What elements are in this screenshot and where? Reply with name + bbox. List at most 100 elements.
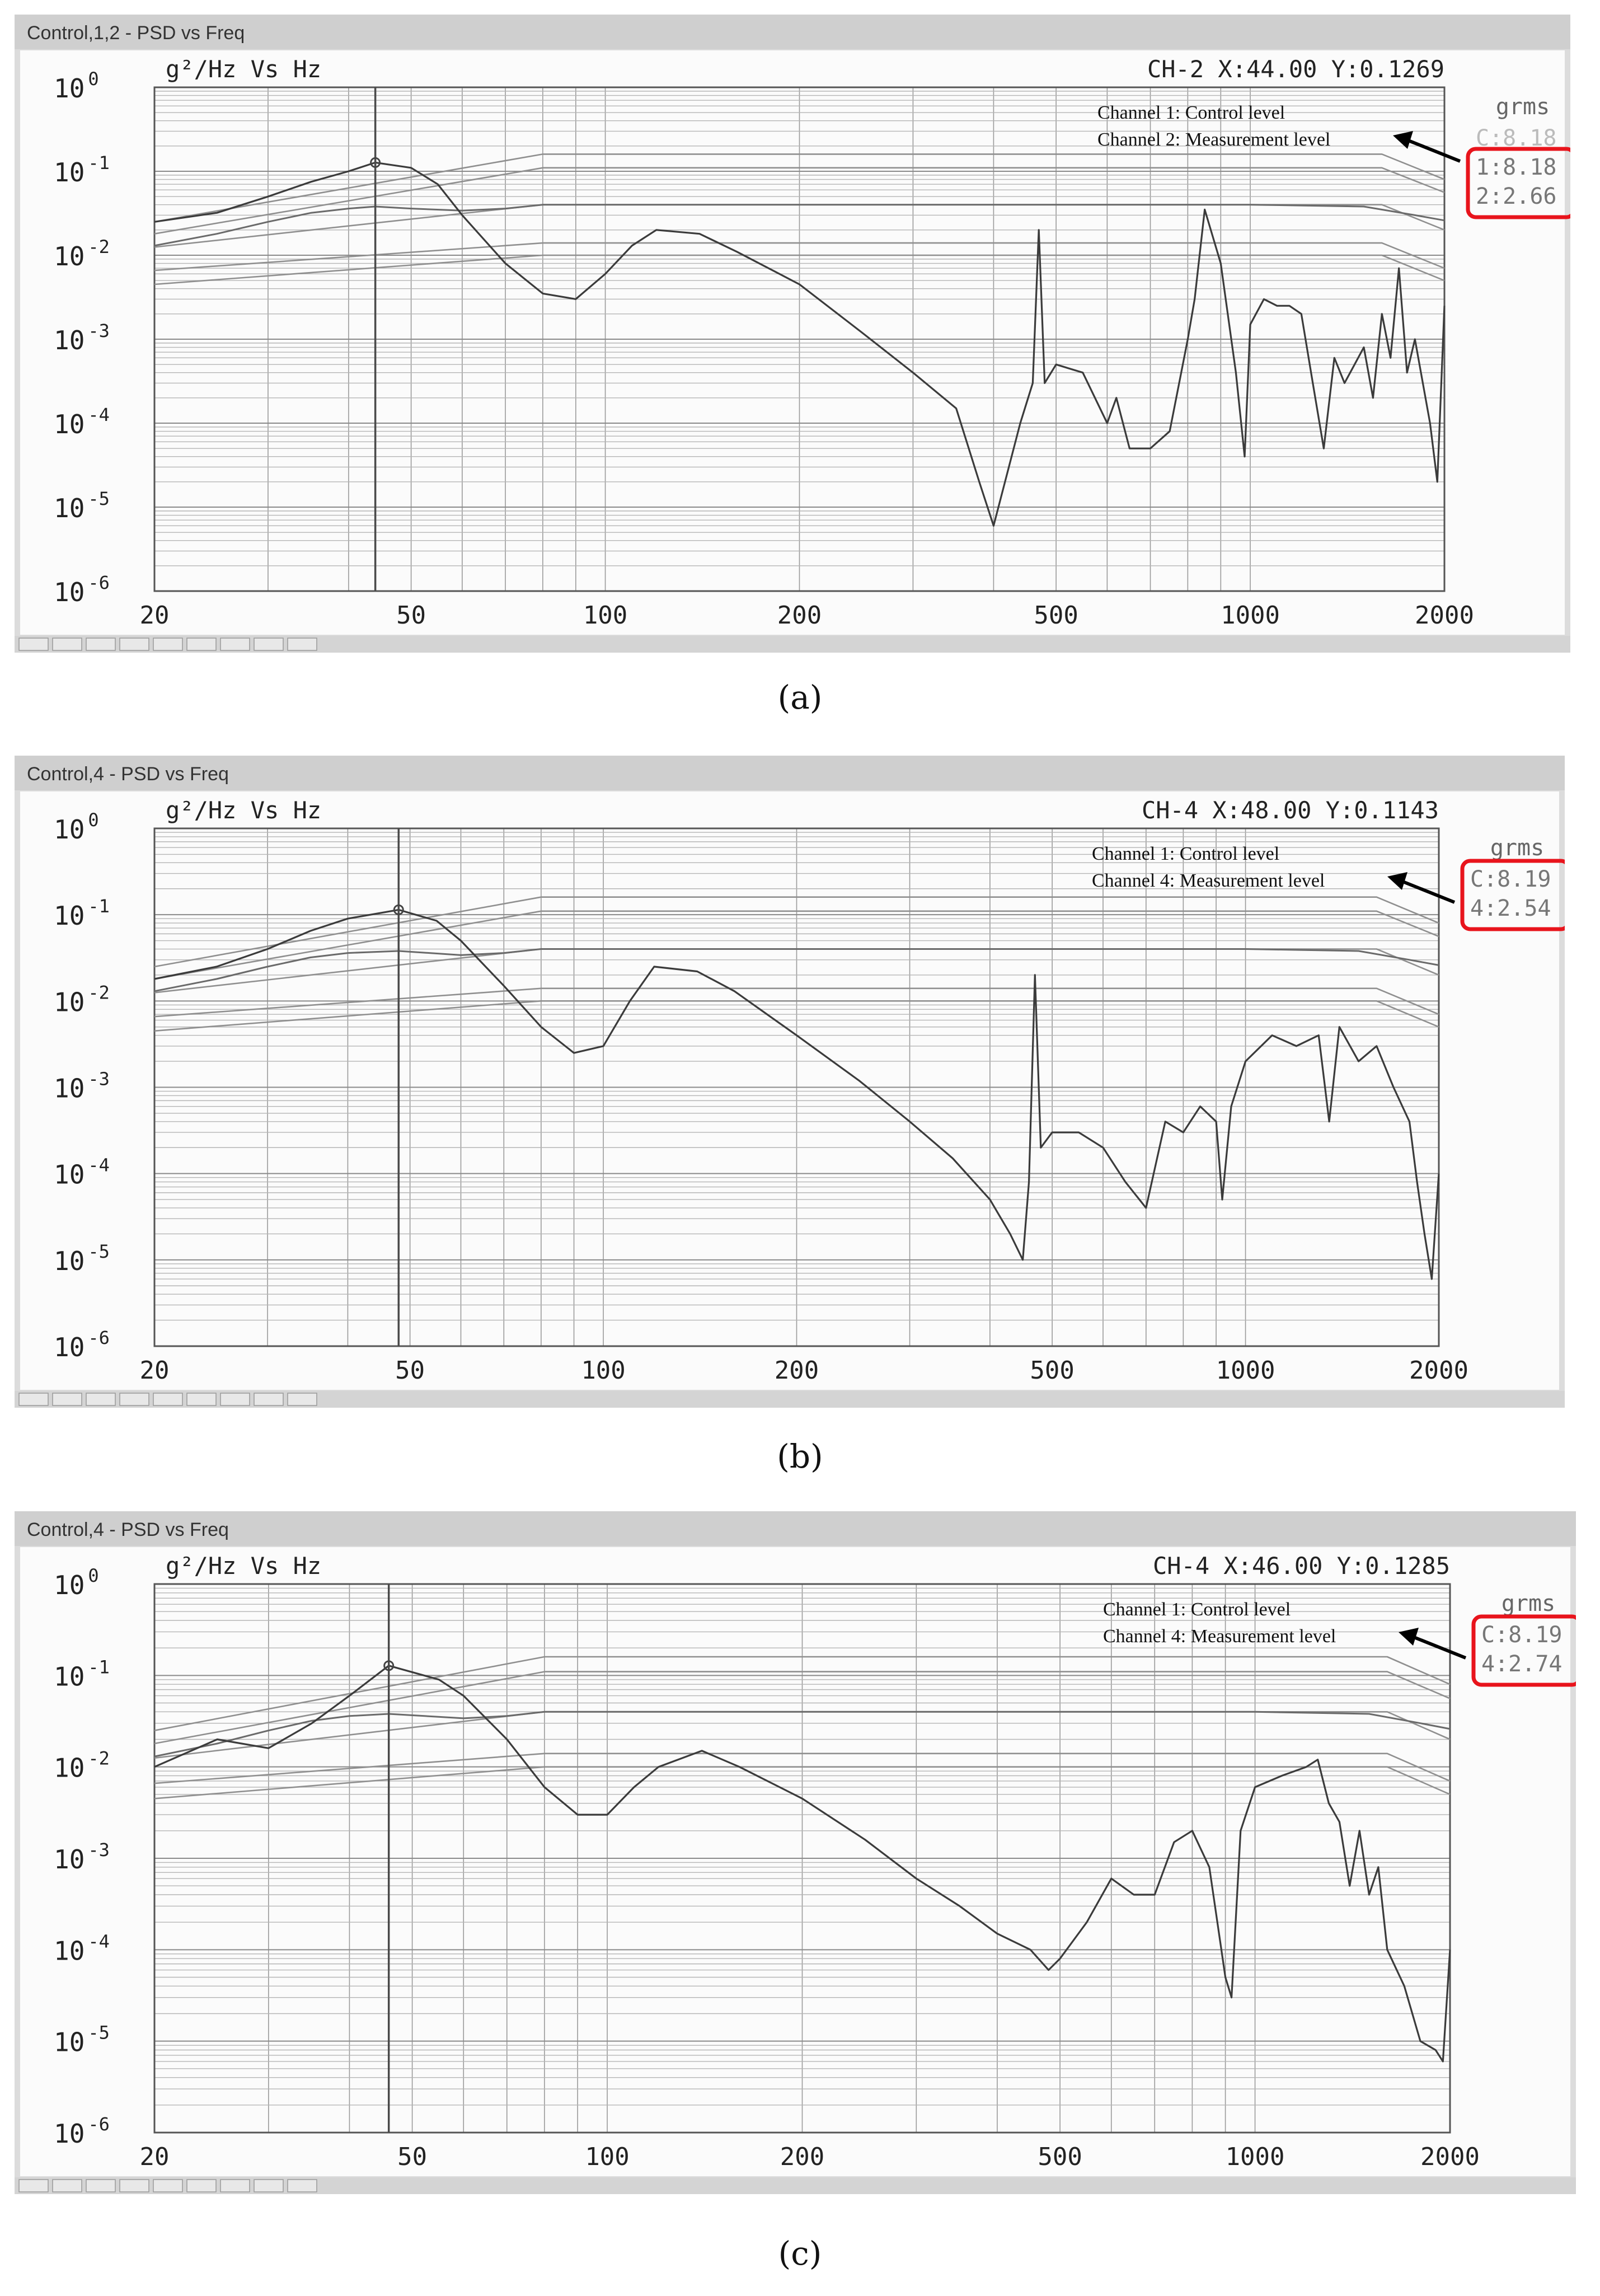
y-tick-base: 10: [54, 814, 85, 845]
y-tick-label: 10 -3: [54, 1069, 110, 1104]
y-tick-label: 10 -4: [54, 1155, 110, 1190]
y-tick-base: 10: [54, 1246, 85, 1276]
y-tick-exponent: -6: [88, 1327, 110, 1348]
cursor-readout: CH-2 X:44.00 Y:0.1269: [1147, 55, 1444, 83]
y-tick-exponent: -4: [88, 1930, 110, 1952]
y-tick-base: 10: [54, 325, 85, 355]
toolbar-button: [86, 2179, 116, 2192]
toolbar-button: [186, 1393, 217, 1406]
y-tick-exponent: -6: [88, 572, 110, 593]
plot-frame: [153, 1583, 1451, 2134]
y-tick-label: 10 -2: [54, 1748, 110, 1783]
legend-line-2: Channel 4: Measurement level: [1103, 1626, 1336, 1647]
y-tick-base: 10: [54, 901, 85, 931]
plot-background: [20, 791, 1559, 1390]
series-profile-lower-alarm: [154, 242, 1445, 271]
y-tick-label: 10 0: [54, 1565, 99, 1600]
toolbar-button: [119, 2179, 149, 2192]
x-tick-label: 200: [775, 1356, 819, 1385]
y-tick-label: 10 -5: [54, 1241, 110, 1276]
y-tick-exponent: -3: [88, 1839, 110, 1861]
y-tick-base: 10: [54, 1074, 85, 1104]
y-tick-base: 10: [54, 1570, 85, 1600]
grms-entry: C:8.19: [1481, 1622, 1563, 1648]
window-title: Control,4 - PSD vs Freq: [27, 1519, 229, 1540]
caption-b: (b): [777, 1437, 823, 1475]
x-tick-label: 200: [777, 601, 822, 630]
y-axis-label: g²/Hz Vs Hz: [166, 55, 321, 83]
grms-entry: 2:2.66: [1476, 184, 1557, 209]
legend-arrow-shaft: [1409, 1634, 1467, 1660]
x-tick-label: 1000: [1226, 2143, 1285, 2171]
grms-entry: C:8.19: [1470, 866, 1551, 892]
toolbar-button: [18, 638, 49, 651]
window-titlebar: [15, 15, 1570, 49]
toolbar-button: [254, 2179, 284, 2192]
x-tick-label: 100: [585, 2143, 629, 2171]
y-tick-exponent: -4: [88, 404, 110, 425]
x-tick-label: 50: [395, 1356, 425, 1385]
legend-arrow-shaft: [1397, 878, 1456, 904]
y-tick-base: 10: [54, 1661, 85, 1691]
toolbar-button: [18, 2179, 49, 2192]
y-tick-base: 10: [54, 1844, 85, 1875]
y-tick-label: 10 -2: [54, 236, 110, 271]
caption-a: (a): [777, 678, 823, 716]
x-tick-label: 1000: [1221, 601, 1280, 630]
y-tick-label: 10 -1: [54, 152, 110, 188]
toolbar-button: [186, 638, 217, 651]
y-tick-base: 10: [54, 1753, 85, 1783]
y-tick-label: 10 -1: [54, 896, 110, 931]
toolbar-button: [220, 638, 250, 651]
plot-background: [20, 1547, 1570, 2176]
x-tick-label: 50: [396, 601, 426, 630]
series-control: [154, 1711, 1451, 1758]
legend-line-1: Channel 1: Control level: [1103, 1599, 1291, 1620]
legend-line-1: Channel 1: Control level: [1097, 102, 1285, 123]
y-tick-base: 10: [54, 1160, 85, 1190]
window-titlebar: [15, 756, 1565, 790]
toolbar-button: [52, 1393, 82, 1406]
grms-highlight-box: [1460, 859, 1565, 931]
toolbar-button: [18, 1393, 49, 1406]
chart-panel-a: Control,1,2 - PSD vs Freq 10 0 10 -1 10 -2 10 -3…: [15, 15, 1570, 653]
toolbar-button: [119, 638, 149, 651]
y-tick-base: 10: [54, 1332, 85, 1362]
y-tick-label: 10 0: [54, 68, 99, 104]
series-profile-lower-abort: [154, 254, 1445, 285]
series-profile-upper-alarm: [154, 1671, 1451, 1745]
y-tick-exponent: -6: [88, 2114, 110, 2135]
legend-arrow-head: [1387, 872, 1407, 890]
legend-line-1: Channel 1: Control level: [1092, 844, 1279, 864]
x-tick-label: 200: [780, 2143, 824, 2171]
plot-background: [20, 50, 1565, 635]
toolbar-button: [153, 2179, 183, 2192]
y-tick-base: 10: [54, 2027, 85, 2058]
y-tick-base: 10: [54, 73, 85, 104]
series-measurement: [154, 161, 1446, 527]
series-profile-upper-alarm: [154, 910, 1439, 980]
y-tick-base: 10: [54, 241, 85, 271]
cursor-marker: [383, 1660, 395, 1671]
y-tick-base: 10: [54, 987, 85, 1017]
y-tick-label: 10 -4: [54, 1930, 110, 1966]
toolbar-button: [86, 638, 116, 651]
series-control: [154, 204, 1445, 247]
x-tick-label: 1000: [1216, 1356, 1275, 1385]
y-tick-label: 10 -2: [54, 982, 110, 1017]
y-tick-label: 10 -3: [54, 320, 110, 355]
legend-arrow-head: [1393, 131, 1413, 149]
y-tick-exponent: -3: [88, 320, 110, 341]
y-tick-exponent: -5: [88, 1241, 110, 1262]
toolbar-button: [52, 2179, 82, 2192]
toolbar-button: [287, 2179, 317, 2192]
series-profile-lower-abort: [154, 1766, 1451, 1800]
y-tick-base: 10: [54, 493, 85, 523]
y-tick-exponent: -1: [88, 152, 110, 174]
x-tick-label: 100: [583, 601, 627, 630]
y-tick-base: 10: [54, 1936, 85, 1966]
toolbar-button: [287, 638, 317, 651]
legend-line-2: Channel 4: Measurement level: [1092, 870, 1325, 891]
y-tick-base: 10: [54, 157, 85, 188]
